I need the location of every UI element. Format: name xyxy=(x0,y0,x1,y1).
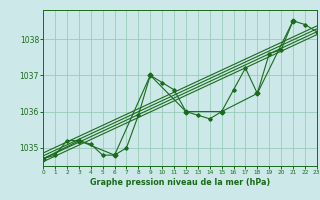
X-axis label: Graphe pression niveau de la mer (hPa): Graphe pression niveau de la mer (hPa) xyxy=(90,178,270,187)
